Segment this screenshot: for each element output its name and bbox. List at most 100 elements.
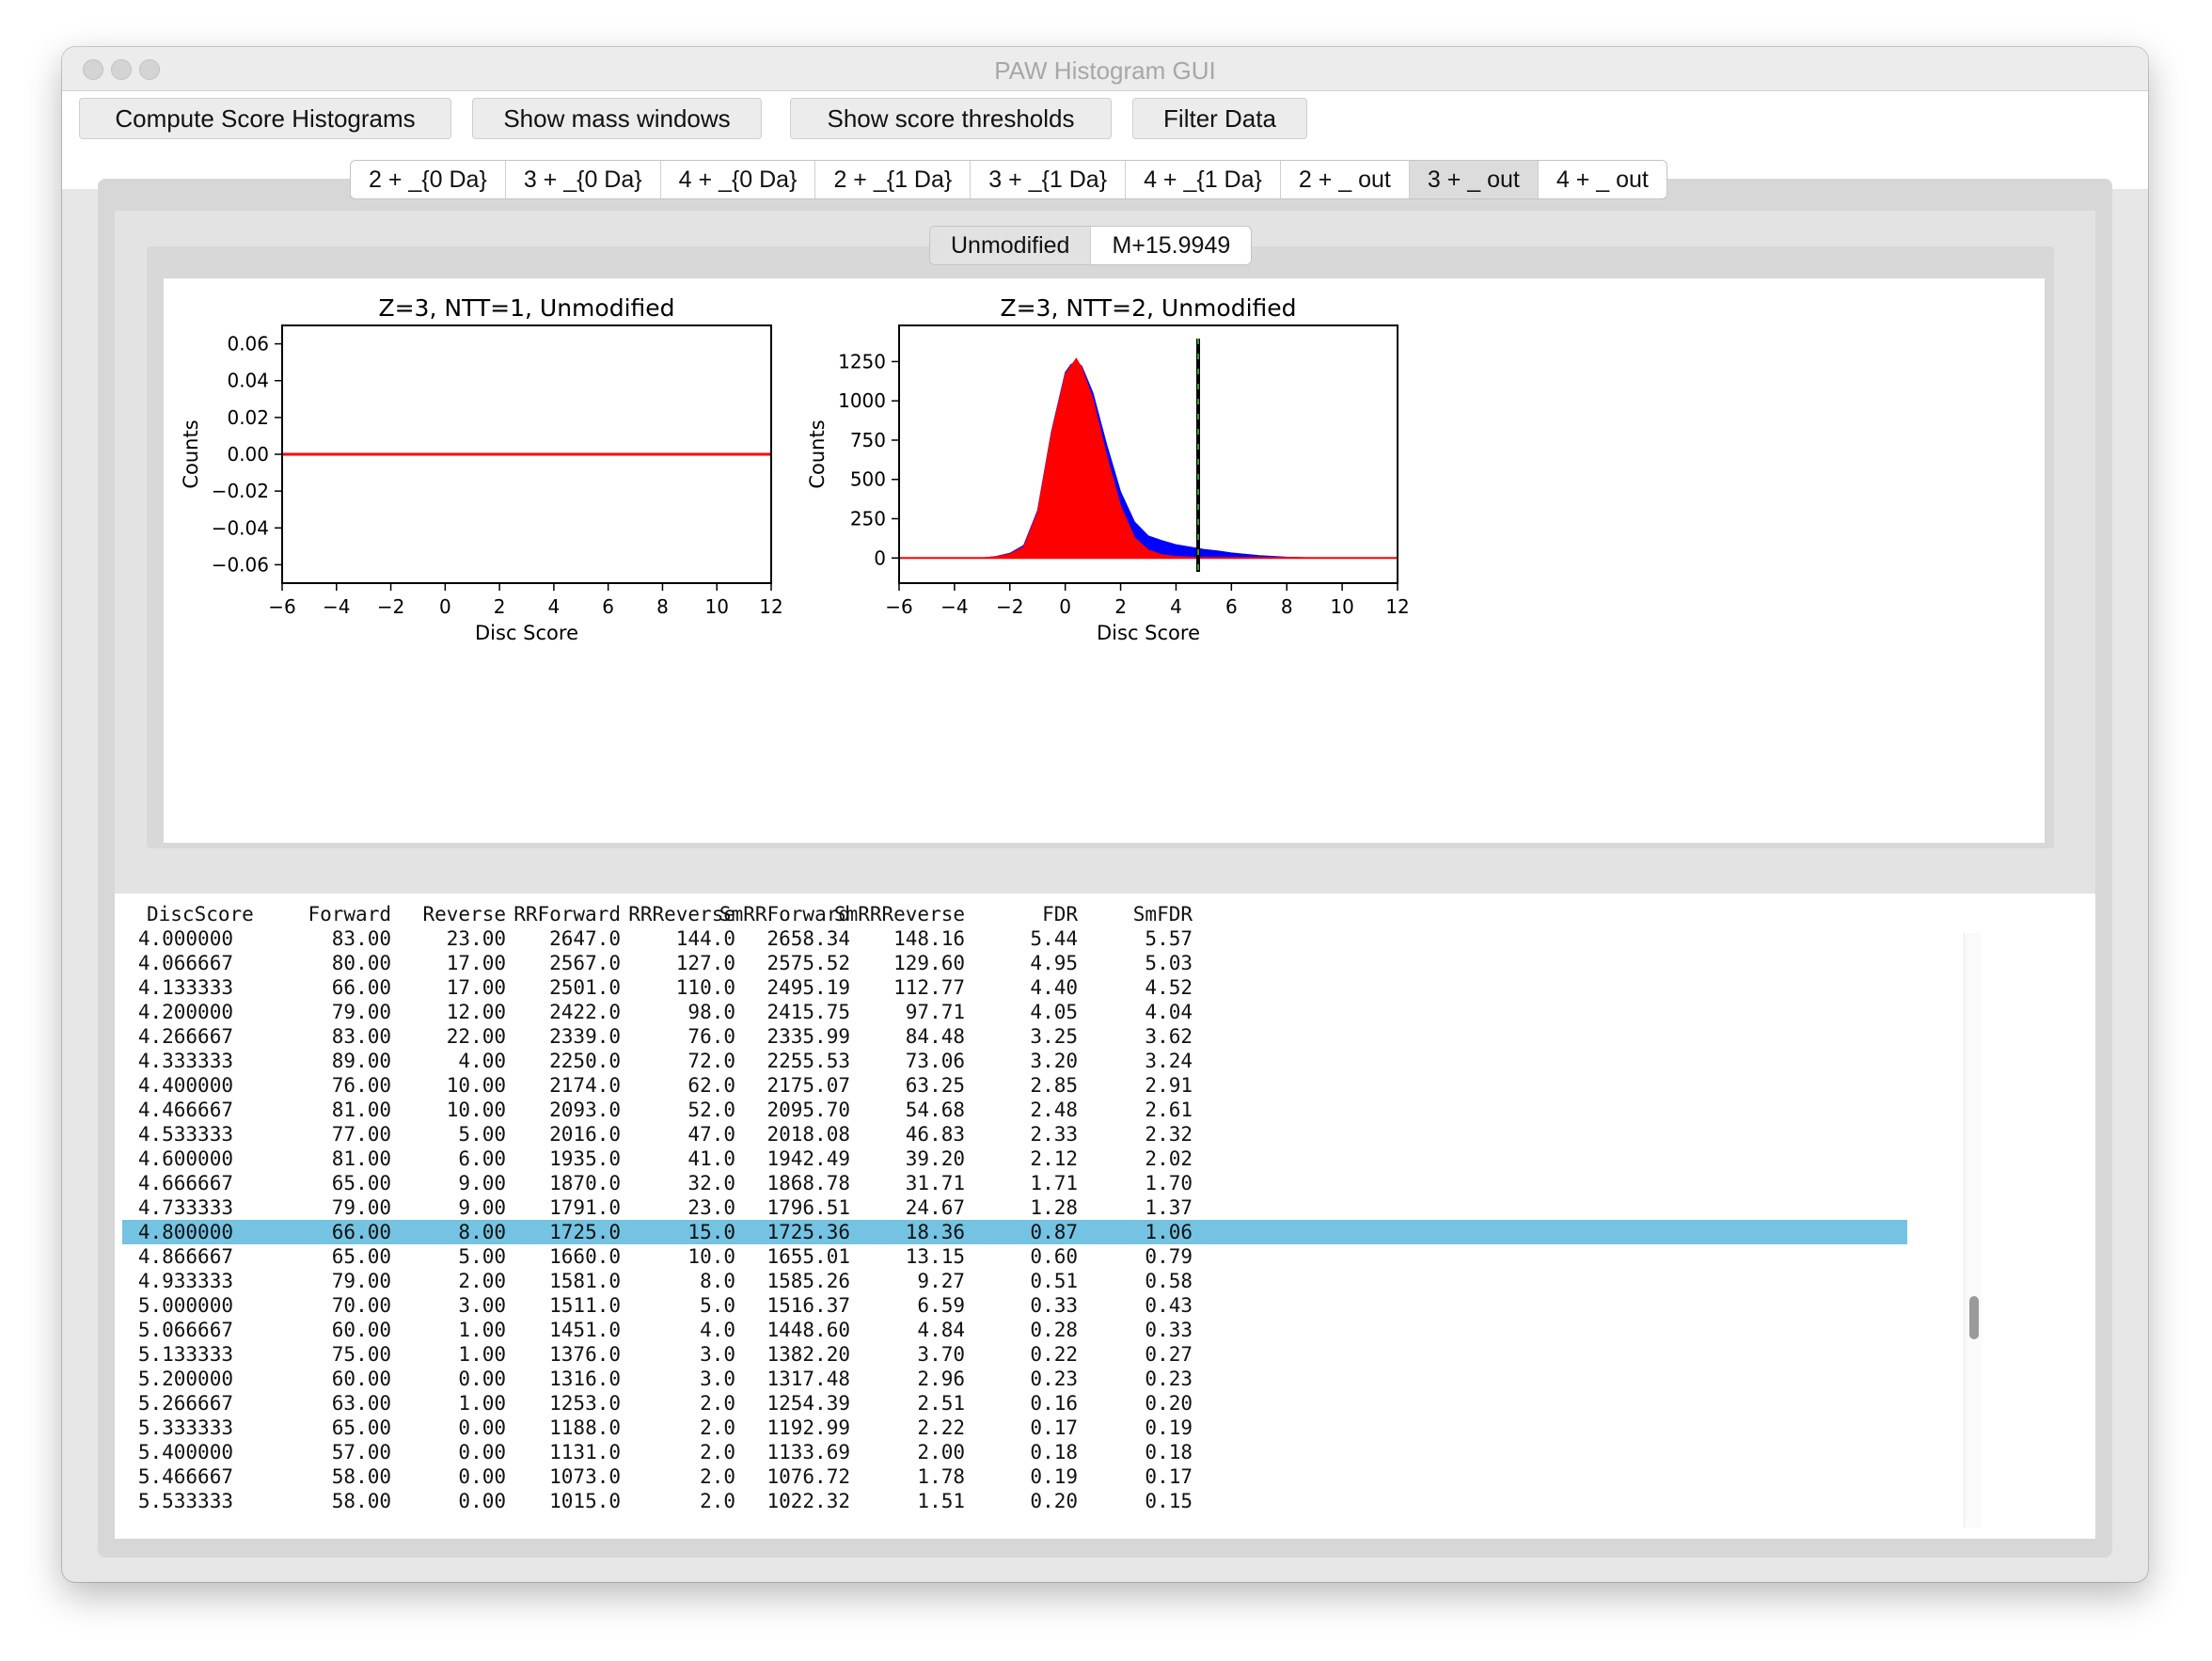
table-cell: 23.0 (687, 1196, 735, 1219)
table-cell: 4.000000 (137, 927, 233, 950)
table-cell: 0.33 (1145, 1319, 1193, 1341)
compute-score-histograms-button[interactable]: Compute Score Histograms (79, 98, 451, 139)
filter-data-button[interactable]: Filter Data (1132, 98, 1307, 139)
table-scrollbar-thumb[interactable] (1969, 1296, 1979, 1339)
table-cell: 4.0 (700, 1319, 735, 1341)
column-header[interactable]: SmRRForward (719, 903, 850, 925)
table-row[interactable]: 4.800000 66.00 8.00 1725.0 15.0 1725.36 18.36 0… (122, 1220, 1907, 1244)
table-cell: 1725.0 (549, 1221, 621, 1243)
table-cell: 76.0 (687, 1025, 735, 1048)
table-cell: 9.00 (458, 1196, 506, 1219)
tab-5[interactable]: 4 + _{1 Da} (1126, 161, 1281, 198)
table-cell: 79.00 (331, 1001, 391, 1023)
table-cell: 4.40 (1030, 976, 1078, 999)
y-tick-label: 0.06 (227, 333, 269, 356)
table-row[interactable]: 5.200000 60.00 0.00 1316.0 3.0 1317.48 2.96 0.2… (122, 1367, 1907, 1391)
table-cell: 5.200000 (137, 1368, 233, 1390)
table-row[interactable]: 4.466667 81.00 10.00 2093.0 52.0 2095.70 54.68… (122, 1098, 1907, 1122)
table-cell: 1317.48 (766, 1368, 850, 1390)
table-cell: 4.666667 (137, 1172, 233, 1194)
table-row[interactable]: 4.000000 83.00 23.00 2647.0 144.0 2658.34 148.… (122, 926, 1907, 951)
table-cell: 2.22 (917, 1416, 965, 1439)
show-score-thresholds-button[interactable]: Show score thresholds (790, 98, 1112, 139)
tab-7[interactable]: 3 + _ out (1409, 161, 1539, 198)
table-row[interactable]: 4.866667 65.00 5.00 1660.0 10.0 1655.01 13.15 0… (122, 1244, 1907, 1269)
table-row[interactable]: 4.266667 83.00 22.00 2339.0 76.0 2335.99 84.48… (122, 1024, 1907, 1049)
table-row[interactable]: 4.666667 65.00 9.00 1870.0 32.0 1868.78 31.71 1… (122, 1171, 1907, 1195)
table-row[interactable]: 4.333333 89.00 4.00 2250.0 72.0 2255.53 73.06 3… (122, 1049, 1907, 1073)
table-cell: 1942.49 (766, 1147, 850, 1170)
table-cell: 4.00 (458, 1050, 506, 1072)
tab-3[interactable]: 2 + _{1 Da} (815, 161, 972, 198)
table-cell: 1655.01 (766, 1245, 850, 1268)
tab-0[interactable]: 2 + _{0 Da} (351, 161, 506, 198)
table-row[interactable]: 5.133333 75.00 1.00 1376.0 3.0 1382.20 3.70 0.2… (122, 1342, 1907, 1367)
table-cell: 2250.0 (549, 1050, 621, 1072)
table-cell: 1253.0 (549, 1392, 621, 1415)
column-header[interactable]: SmRRReverse (833, 903, 965, 925)
table-cell: 1660.0 (549, 1245, 621, 1268)
column-header[interactable]: SmFDR (1132, 903, 1193, 925)
table-cell: 47.0 (687, 1123, 735, 1146)
column-header[interactable]: Forward (308, 903, 391, 925)
table-row[interactable]: 5.533333 58.00 0.00 1015.0 2.0 1022.32 1.51 0.2… (122, 1489, 1907, 1513)
table-cell: 84.48 (905, 1025, 965, 1048)
table-row[interactable]: 4.400000 76.00 10.00 2174.0 62.0 2175.07 63.25… (122, 1073, 1907, 1098)
window-title: PAW Histogram GUI (994, 56, 1216, 85)
column-header[interactable]: DiscScore (147, 903, 254, 925)
table-row[interactable]: 4.933333 79.00 2.00 1581.0 8.0 1585.26 9.27 0.5… (122, 1269, 1907, 1293)
subtab-0[interactable]: Unmodified (930, 227, 1092, 264)
table-cell: 129.60 (893, 952, 965, 974)
table-row[interactable]: 4.600000 81.00 6.00 1935.0 41.0 1942.49 39.20 2… (122, 1147, 1907, 1171)
tab-8[interactable]: 4 + _ out (1556, 166, 1649, 193)
table-cell: 73.06 (905, 1050, 965, 1072)
minimize-window-button[interactable] (111, 59, 132, 80)
tab-4[interactable]: 3 + _{1 Da} (971, 161, 1127, 198)
table-row[interactable]: 4.733333 79.00 9.00 1791.0 23.0 1796.51 24.67 1… (122, 1195, 1907, 1220)
table-cell: 0.33 (1030, 1294, 1078, 1317)
zoom-window-button[interactable] (139, 59, 160, 80)
column-header[interactable]: FDR (1042, 903, 1078, 925)
close-window-button[interactable] (83, 59, 103, 80)
tab-1[interactable]: 3 + _{0 Da} (506, 161, 661, 198)
table-row[interactable]: 4.200000 79.00 12.00 2422.0 98.0 2415.75 97.71… (122, 1000, 1907, 1024)
table-row[interactable]: 4.066667 80.00 17.00 2567.0 127.0 2575.52 129.… (122, 951, 1907, 975)
table-cell: 2.91 (1145, 1074, 1193, 1097)
y-tick-label: 500 (850, 468, 886, 491)
column-header[interactable]: Reverse (422, 903, 506, 925)
table-row[interactable]: 5.466667 58.00 0.00 1073.0 2.0 1076.72 1.78 0.1… (122, 1464, 1907, 1489)
y-tick-label: 250 (850, 508, 886, 530)
chart-title: Z=3, NTT=1, Unmodified (378, 294, 674, 322)
table-row[interactable]: 5.000000 70.00 3.00 1511.0 5.0 1516.37 6.59 0.3… (122, 1293, 1907, 1318)
x-tick-label: −4 (323, 595, 350, 618)
table-row[interactable]: 5.066667 60.00 1.00 1451.0 4.0 1448.60 4.84 0.2… (122, 1318, 1907, 1342)
table-cell: 148.16 (893, 927, 965, 950)
show-mass-windows-button[interactable]: Show mass windows (472, 98, 762, 139)
table-cell: 2658.34 (766, 927, 850, 950)
table-cell: 63.25 (905, 1074, 965, 1097)
tab-6[interactable]: 2 + _ out (1281, 161, 1410, 198)
column-header[interactable]: RRReverse (628, 903, 735, 925)
table-row[interactable]: 4.133333 66.00 17.00 2501.0 110.0 2495.19 112.… (122, 975, 1907, 1000)
table-cell: 65.00 (331, 1245, 391, 1268)
table-cell: 5.533333 (137, 1490, 233, 1512)
table-row[interactable]: 4.533333 77.00 5.00 2016.0 47.0 2018.08 46.83 2… (122, 1122, 1907, 1147)
table-cell: 5.03 (1145, 952, 1193, 974)
table-cell: 0.19 (1145, 1416, 1193, 1439)
table-cell: 77.00 (331, 1123, 391, 1146)
table-cell: 2174.0 (549, 1074, 621, 1097)
table-cell: 0.18 (1030, 1441, 1078, 1463)
table-scrollbar[interactable] (1964, 933, 1982, 1527)
column-header[interactable]: RRForward (514, 903, 621, 925)
table-cell: 1.70 (1145, 1172, 1193, 1194)
table-cell: 1.37 (1145, 1196, 1193, 1219)
table-row[interactable]: 5.266667 63.00 1.00 1253.0 2.0 1254.39 2.51 0.1… (122, 1391, 1907, 1416)
tab-2[interactable]: 4 + _{0 Da} (661, 161, 816, 198)
table-cell: 2.02 (1145, 1147, 1193, 1170)
table-row[interactable]: 5.400000 57.00 0.00 1131.0 2.0 1133.69 2.00 0.1… (122, 1440, 1907, 1464)
table-row[interactable]: 5.333333 65.00 0.00 1188.0 2.0 1192.99 2.22 0.1… (122, 1416, 1907, 1440)
table-cell: 66.00 (331, 1221, 391, 1243)
table-cell: 0.00 (458, 1441, 506, 1463)
subtab-1[interactable]: M+15.9949 (1112, 232, 1231, 259)
table-cell: 2.85 (1030, 1074, 1078, 1097)
